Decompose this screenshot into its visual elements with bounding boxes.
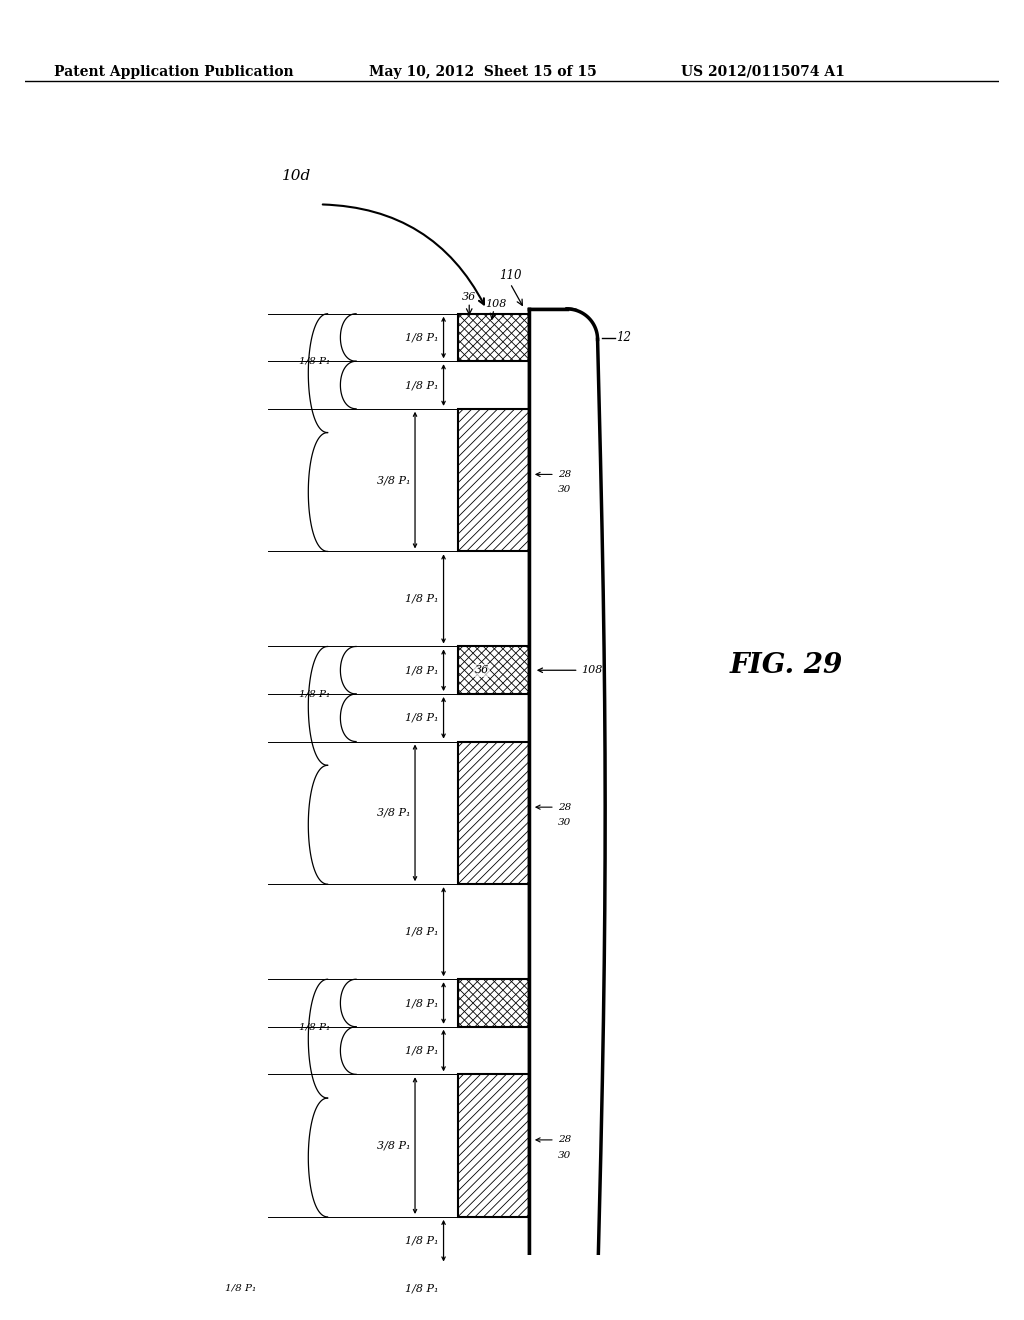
Text: 36: 36 — [462, 292, 476, 302]
Text: 108: 108 — [538, 665, 603, 676]
Bar — [458, 314, 529, 362]
Bar — [529, 309, 567, 1317]
Text: 1/8 P₁: 1/8 P₁ — [406, 594, 439, 605]
Text: 10d: 10d — [282, 169, 311, 183]
Text: US 2012/0115074 A1: US 2012/0115074 A1 — [681, 65, 845, 79]
Text: 1/8 P₁: 1/8 P₁ — [406, 1045, 439, 1056]
Text: 30: 30 — [558, 1151, 571, 1159]
Text: 110: 110 — [499, 269, 521, 282]
Text: 1/8 P₁: 1/8 P₁ — [299, 689, 331, 698]
Text: 3/8 P₁: 3/8 P₁ — [377, 808, 411, 818]
Text: 3/8 P₁: 3/8 P₁ — [377, 1140, 411, 1151]
Text: 1/8 P₁: 1/8 P₁ — [406, 927, 439, 937]
Text: 1/8 P₁: 1/8 P₁ — [299, 356, 331, 366]
Text: 1/8 P₁: 1/8 P₁ — [225, 1284, 256, 1292]
Bar — [529, 309, 611, 1317]
Text: 1/8 P₁: 1/8 P₁ — [406, 333, 439, 342]
Text: 28: 28 — [536, 803, 571, 812]
Bar — [458, 979, 529, 1027]
Text: 1/8 P₁: 1/8 P₁ — [406, 713, 439, 723]
Bar — [458, 314, 529, 362]
Text: 30: 30 — [558, 486, 571, 494]
Bar — [458, 1074, 529, 1217]
Text: FIG. 29: FIG. 29 — [729, 652, 843, 678]
Bar — [458, 742, 529, 884]
Text: 1/8 P₁: 1/8 P₁ — [406, 665, 439, 676]
Bar — [458, 1265, 529, 1312]
Text: Patent Application Publication: Patent Application Publication — [53, 65, 294, 79]
Bar — [458, 647, 529, 694]
Text: 30: 30 — [558, 818, 571, 826]
Bar — [458, 409, 529, 552]
Text: 36: 36 — [474, 665, 488, 676]
Text: May 10, 2012  Sheet 15 of 15: May 10, 2012 Sheet 15 of 15 — [370, 65, 597, 79]
Bar — [458, 409, 529, 552]
Text: 108: 108 — [485, 300, 507, 309]
Bar — [458, 647, 529, 694]
Text: 1/8 P₁: 1/8 P₁ — [406, 998, 439, 1008]
Text: 12: 12 — [616, 331, 632, 345]
Bar — [458, 1074, 529, 1217]
Bar — [458, 742, 529, 884]
Bar — [458, 979, 529, 1027]
Text: 28: 28 — [536, 470, 571, 479]
Bar — [458, 1265, 529, 1312]
Text: 1/8 P₁: 1/8 P₁ — [406, 1283, 439, 1294]
Text: 1/8 P₁: 1/8 P₁ — [406, 380, 439, 389]
Text: 28: 28 — [536, 1135, 571, 1144]
Text: 1/8 P₁: 1/8 P₁ — [299, 1022, 331, 1031]
Text: 3/8 P₁: 3/8 P₁ — [377, 475, 411, 486]
Text: 1/8 P₁: 1/8 P₁ — [406, 1236, 439, 1246]
